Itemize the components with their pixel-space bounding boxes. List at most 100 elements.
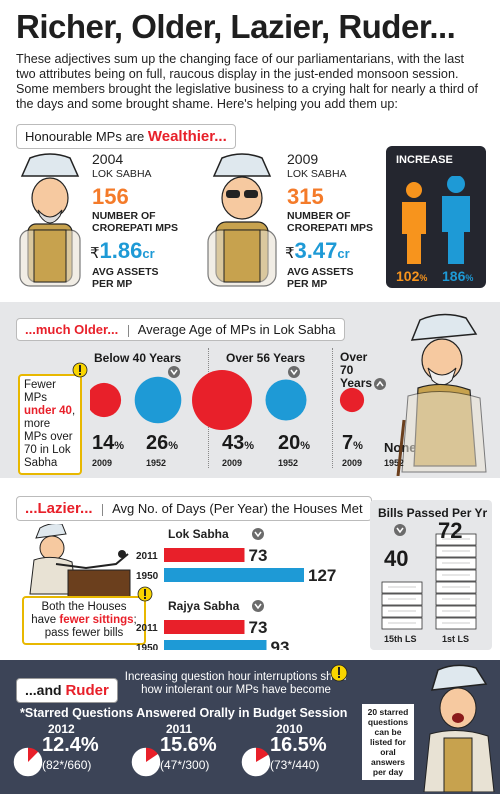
age-pct-1-0: 43% — [222, 432, 255, 454]
bill-sheet-0-2 — [381, 593, 423, 606]
podium-politician-illustration — [29, 524, 131, 604]
wealth-right-count: 315 — [287, 184, 324, 209]
bills-title: Bills Passed Per Yr — [378, 506, 488, 520]
lazier-header: ...Lazier... Avg No. of Days (Per Year) … — [16, 496, 372, 521]
ruder-subtitle: Increasing question hour interruptions s… — [124, 671, 348, 696]
gauge-slice-0 — [28, 747, 39, 762]
bill-sheet-1-2 — [435, 593, 477, 606]
bill-sheet-1-3 — [435, 581, 477, 594]
ruder-note: 20 starred questions can be listed for o… — [362, 704, 414, 780]
lazier-note: Both the Houses have fewer sittings; pas… — [22, 596, 146, 645]
bills-left-label: 15th LS — [384, 634, 417, 644]
age-bubble-chart — [90, 366, 386, 430]
age-note: Fewer MPs under 40, more MPs over 70 in … — [18, 374, 82, 475]
ruder-pct-0: 12.4% — [42, 734, 99, 756]
days-group-label-1: Rajya Sabha — [168, 599, 240, 613]
ruder-year-1: 2011 — [166, 722, 193, 736]
age-divider-2 — [332, 348, 333, 468]
age-group-label-1: Over 56 Years — [226, 351, 306, 365]
old-politician-illustration — [396, 313, 487, 476]
ruder-pct-1: 15.6% — [160, 734, 217, 756]
age-bubble-0-0 — [90, 382, 122, 418]
days-bar-0-0 — [164, 548, 245, 562]
bills-left-value: 40 — [384, 546, 409, 571]
ruder-section-title: *Starred Questions Answered Orally in Bu… — [20, 706, 348, 720]
angry-politician-illustration — [423, 664, 495, 792]
increase-box: INCREASE 102% 186% — [386, 146, 486, 288]
days-bar-year-1-1: 1950 — [136, 643, 159, 650]
age-year-0-0: 2009 — [92, 458, 113, 468]
days-bar-1-0 — [164, 620, 245, 634]
bill-sheet-1-5 — [435, 557, 477, 570]
age-up-arrow-icon-2 — [374, 378, 386, 390]
ruder-gauges — [12, 746, 272, 778]
days-bar-value-0-1: 127 — [308, 566, 336, 585]
bill-sheet-1-0 — [435, 617, 477, 630]
wealth-header: Honourable MPs are Wealthier... — [16, 124, 236, 149]
wealth-left-assets-label: AVG ASSETS PER MP — [92, 266, 159, 290]
exclamation-icon-3 — [330, 664, 348, 682]
days-bar-year-0-0: 2011 — [136, 551, 158, 562]
increase-right-pct: 186% — [442, 268, 474, 284]
age-year-1-1: 1952 — [278, 458, 299, 468]
age-bubble-1-0 — [192, 370, 252, 430]
ruder-year-2: 2010 — [276, 722, 303, 736]
wealth-right-house: LOK SABHA — [287, 168, 347, 180]
person-figures-icon — [402, 176, 470, 264]
wealth-left-count-label: NUMBER OF CROREPATI MPS — [92, 210, 178, 234]
bill-sheet-1-1 — [435, 605, 477, 618]
ruder-detail-0: (82*/660) — [42, 758, 92, 772]
wealth-right-count-label: NUMBER OF CROREPATI MPS — [287, 210, 373, 234]
days-bar-0-1 — [164, 568, 304, 582]
age-year-1-0: 2009 — [222, 458, 243, 468]
wealth-left-count: 156 — [92, 184, 129, 209]
bill-sheet-1-7 — [435, 533, 477, 546]
bills-stacks — [381, 524, 477, 630]
exclamation-icon-2 — [137, 586, 153, 602]
days-bar-chart: Lok Sabha 2011 73 1950 127 Rajya Sabha 2011 73 1… — [136, 527, 336, 650]
age-group-label-0: Below 40 Years — [94, 351, 182, 365]
days-bar-year-0-1: 1950 — [136, 571, 159, 582]
bill-sheet-0-1 — [381, 605, 423, 618]
age-year-0-1: 1952 — [146, 458, 167, 468]
bill-sheet-0-0 — [381, 617, 423, 630]
ruder-year-0: 2012 — [48, 722, 75, 736]
age-bubble-0-1 — [134, 376, 182, 424]
bills-down-arrow-icon — [394, 524, 406, 536]
bills-right-label: 1st LS — [442, 634, 470, 644]
bills-right-value: 72 — [438, 518, 463, 543]
wealth-left-year: 2004 — [92, 151, 124, 167]
days-down-arrow-icon-1 — [252, 600, 264, 612]
wealth-right-assets: ₹3.47cr — [285, 238, 350, 263]
ruder-header: ...and Ruder — [16, 678, 118, 703]
politician-2004-illustration — [19, 153, 81, 287]
days-group-label-0: Lok Sabha — [168, 527, 229, 541]
bills-box: Bills Passed Per Yr 40 72 15th LS 1st LS — [370, 500, 492, 650]
age-bubble-2-0 — [339, 387, 365, 413]
age-year-2-0: 2009 — [342, 458, 363, 468]
age-pct-1-1: 20% — [278, 432, 311, 454]
age-group-label-2: Over 70 Years — [340, 350, 373, 390]
exclamation-icon — [72, 362, 88, 378]
ruder-detail-2: (73*/440) — [270, 758, 320, 772]
days-down-arrow-icon-0 — [252, 528, 264, 540]
wealth-left-house: LOK SABHA — [92, 168, 152, 180]
age-bubble-1-1 — [265, 379, 307, 421]
age-year-2-1: 1952 — [384, 458, 405, 468]
increase-title: INCREASE — [396, 154, 453, 166]
bill-sheet-1-6 — [435, 545, 477, 558]
days-bar-year-1-0: 2011 — [136, 623, 158, 634]
page-title: Richer, Older, Lazier, Ruder... — [16, 8, 456, 45]
age-pct-2-0: 7% — [342, 432, 363, 454]
intro-text: These adjectives sum up the changing fac… — [16, 52, 479, 111]
wealth-right-assets-label: AVG ASSETS PER MP — [287, 266, 354, 290]
increase-left-pct: 102% — [396, 268, 428, 284]
days-bar-value-0-0: 73 — [249, 546, 268, 565]
days-bar-value-1-1: 93 — [271, 638, 290, 650]
ruder-pct-2: 16.5% — [270, 734, 327, 756]
age-header: ...much Older... Average Age of MPs in L… — [16, 318, 345, 341]
age-down-arrow-icon-0 — [168, 366, 180, 378]
age-down-arrow-icon-1 — [288, 366, 300, 378]
bill-sheet-1-4 — [435, 569, 477, 582]
ruder-detail-1: (47*/300) — [160, 758, 210, 772]
